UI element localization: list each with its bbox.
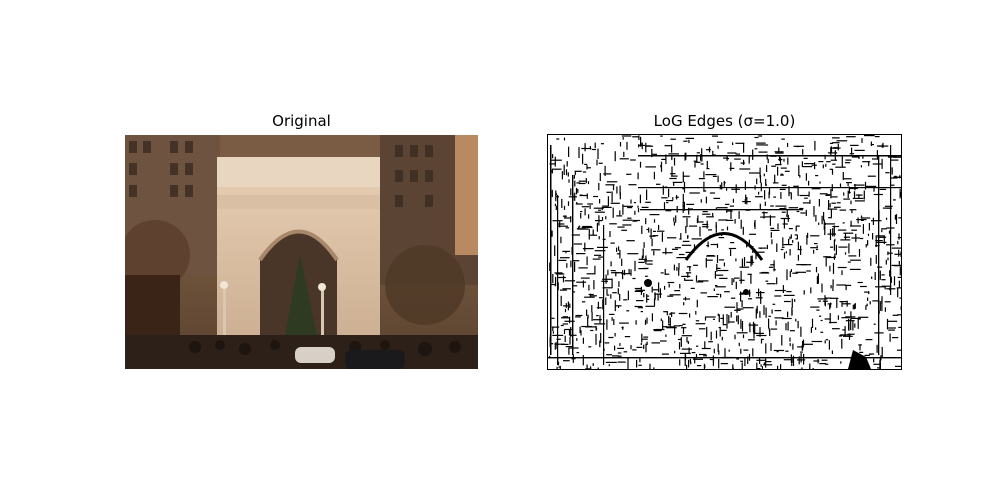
original-photo bbox=[125, 135, 478, 369]
panel-title-log-edges: LoG Edges (σ=1.0) bbox=[653, 112, 796, 130]
log-edges-image bbox=[547, 134, 902, 370]
panel-title-original: Original bbox=[272, 112, 331, 130]
arch-photo-illustration bbox=[125, 135, 478, 369]
edge-map-illustration bbox=[548, 135, 901, 369]
